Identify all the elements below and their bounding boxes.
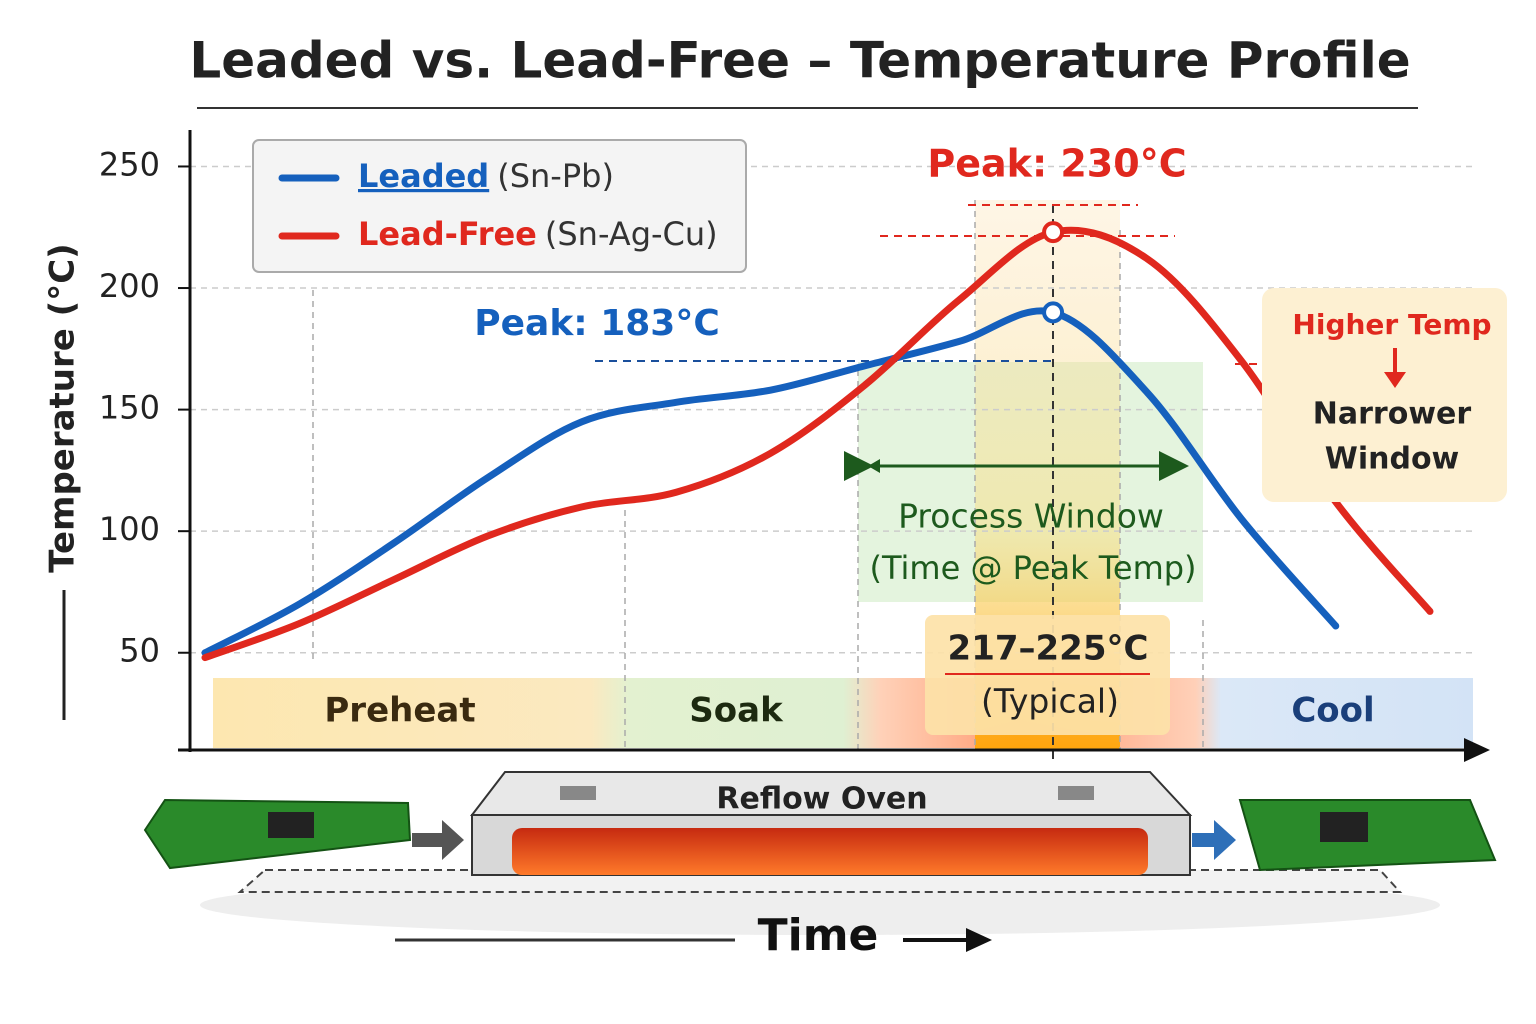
series-layer xyxy=(201,221,1434,662)
phase-band xyxy=(213,678,1473,748)
side-note-line: Window xyxy=(1325,442,1460,477)
flow-arrow xyxy=(412,820,464,860)
phase-label: Cool xyxy=(1291,691,1374,731)
oven-glow xyxy=(512,828,1148,875)
legend-name: Leaded xyxy=(358,157,489,195)
oven-vent xyxy=(560,786,596,800)
time-arrow-head xyxy=(966,928,992,952)
y-axis-label: Temperature (°C) xyxy=(43,243,83,572)
pcb-chip xyxy=(1320,812,1368,842)
flow-arrow xyxy=(1192,820,1236,860)
peak-annotation: Peak: 230°C xyxy=(927,142,1186,186)
phase-label: Soak xyxy=(689,691,784,731)
x-axis-label: Time xyxy=(758,910,879,961)
oven-label: Reflow Oven xyxy=(716,782,927,817)
y-tick-label: 150 xyxy=(99,389,160,427)
side-note-arrow-head xyxy=(1384,372,1406,388)
window-arrow-head xyxy=(868,459,880,473)
series-line xyxy=(201,226,1434,662)
legend-detail: (Sn-Ag-Cu) xyxy=(545,215,718,253)
y-tick-label: 100 xyxy=(99,510,160,548)
pcb-chip xyxy=(268,812,314,838)
peak-marker xyxy=(1042,301,1065,324)
typical-note: (Typical) xyxy=(981,682,1119,721)
oven-vent xyxy=(1058,786,1094,800)
legend-entry: Lead-Free (Sn-Ag-Cu) xyxy=(358,215,718,253)
legend xyxy=(252,139,747,273)
y-tick-label: 250 xyxy=(99,145,160,183)
series-line xyxy=(201,307,1340,657)
legend-layer: Leaded (Sn-Pb) Lead-Free (Sn-Ag-Cu) xyxy=(278,157,718,253)
peak-marker xyxy=(1042,221,1065,244)
legend-entry: Leaded (Sn-Pb) xyxy=(358,157,614,195)
y-tick-label: 200 xyxy=(99,267,160,305)
side-note-line: Narrower xyxy=(1313,397,1472,432)
process-window-label: Process Window xyxy=(898,497,1164,536)
oven-illustration: Reflow Oven xyxy=(143,771,1497,935)
typical-range: 217–225°C xyxy=(948,629,1149,669)
side-note-top: Higher Temp xyxy=(1292,308,1491,341)
peak-annotation: Peak: 183°C xyxy=(474,303,720,344)
phase-label: Preheat xyxy=(324,691,475,731)
legend-name: Lead-Free xyxy=(358,215,537,253)
chart-title: Leaded vs. Lead-Free – Temperature Profi… xyxy=(189,32,1410,90)
x-axis-arrow xyxy=(1464,738,1490,762)
side-note-box xyxy=(1262,288,1507,502)
process-window-note: (Time @ Peak Temp) xyxy=(869,549,1196,587)
y-tick-label: 50 xyxy=(119,632,160,670)
legend-detail: (Sn-Pb) xyxy=(497,157,614,195)
